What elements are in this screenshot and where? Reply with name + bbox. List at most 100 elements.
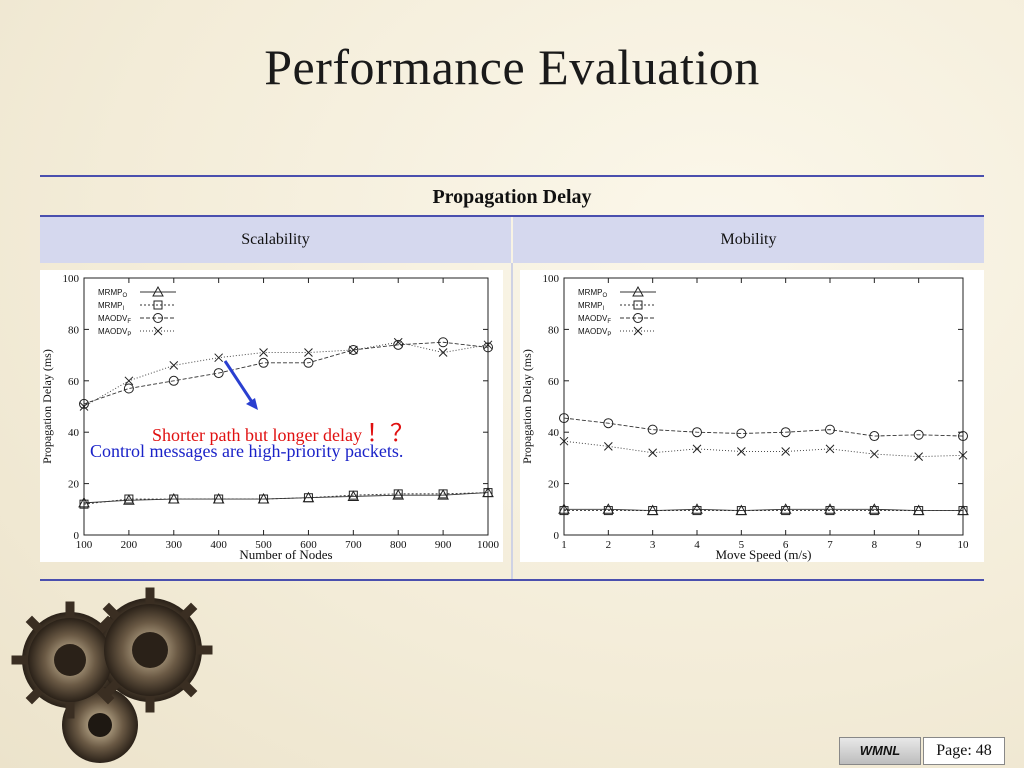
x-tick-label: 10	[958, 539, 970, 551]
data-point	[736, 447, 746, 456]
data-point	[779, 503, 792, 514]
series-maodv-p	[79, 337, 493, 411]
legend-label: MRMPO	[578, 288, 607, 299]
data-point	[558, 503, 570, 514]
plot-background-right	[520, 270, 984, 562]
series-mrmp-i	[79, 488, 493, 509]
data-point	[958, 506, 968, 516]
y-tick-label: 80	[68, 324, 80, 336]
legend-marker	[153, 313, 163, 323]
data-point	[559, 506, 569, 516]
y-axis-label: Propagation Delay (ms)	[40, 349, 54, 464]
plot-frame	[83, 277, 489, 536]
data-point	[393, 489, 403, 499]
series-mrmp-i	[559, 506, 968, 516]
data-point	[913, 429, 924, 440]
y-axis-label: Propagation Delay (ms)	[520, 349, 534, 464]
legend-label: MAODVP	[98, 327, 131, 338]
data-point	[348, 344, 359, 355]
data-point	[79, 398, 89, 409]
series-mrmp-o	[558, 503, 969, 516]
data-point	[347, 490, 360, 501]
y-tick-label: 0	[554, 530, 560, 542]
y-tick-label: 60	[68, 376, 80, 388]
data-point	[602, 503, 615, 514]
page-number: Page: 48	[923, 737, 1005, 765]
x-tick-label: 1000	[477, 539, 500, 551]
x-tick-label: 5	[739, 539, 745, 551]
data-point	[393, 337, 403, 347]
slide-title: Performance Evaluation	[264, 39, 760, 95]
series-mrmp-o	[78, 486, 494, 508]
data-point	[559, 436, 569, 446]
x-tick-label: 9	[916, 539, 922, 551]
data-point	[483, 488, 493, 498]
series-line	[563, 440, 964, 458]
data-point	[958, 450, 968, 460]
y-tick-label: 40	[548, 427, 560, 439]
data-point	[868, 503, 881, 514]
legend-label: MAODVP	[578, 327, 611, 338]
legend-marker	[633, 313, 643, 323]
legend-marker	[153, 300, 163, 310]
data-point	[348, 345, 358, 355]
data-point	[692, 444, 702, 454]
col-header-mobility: Mobility	[513, 217, 984, 263]
series-line	[83, 341, 489, 405]
legend-label: MRMPI	[578, 301, 604, 312]
data-point	[869, 431, 880, 442]
x-tick-label: 800	[390, 539, 407, 551]
data-point	[914, 506, 924, 516]
x-tick-label: 400	[210, 539, 227, 551]
data-point	[303, 493, 313, 503]
x-tick-label: 6	[783, 539, 789, 551]
data-point	[169, 361, 179, 370]
plot-frame	[563, 277, 964, 536]
data-point	[825, 424, 835, 435]
data-point	[825, 506, 835, 516]
data-point	[437, 489, 449, 500]
x-tick-label: 1	[561, 539, 567, 551]
x-tick-label: 500	[255, 539, 272, 551]
annotation-control-messages: Control messages are high-priority packe…	[90, 441, 404, 461]
data-point	[736, 428, 747, 439]
y-tick-label: 20	[68, 479, 80, 491]
series-line	[563, 417, 964, 437]
data-point	[304, 348, 313, 357]
annotation-arrow-icon	[223, 360, 258, 410]
data-point	[483, 342, 493, 353]
data-point	[559, 413, 569, 424]
data-point	[781, 506, 791, 516]
data-point	[648, 506, 658, 516]
top-rule	[40, 175, 984, 177]
data-point	[824, 503, 836, 514]
data-point	[914, 452, 924, 461]
data-point	[438, 337, 449, 348]
legend-label: MAODVF	[578, 314, 611, 325]
series-maodv-f	[559, 413, 968, 442]
data-point	[258, 357, 269, 368]
table-header: Propagation Delay	[432, 186, 592, 208]
data-point	[259, 494, 269, 504]
results-table: Propagation Delay Scalability Mobility	[40, 175, 984, 581]
data-point	[691, 503, 703, 514]
data-point	[259, 348, 268, 357]
data-point	[648, 448, 658, 458]
data-point	[124, 376, 134, 386]
footer-logo: WMNL	[839, 737, 921, 765]
y-tick-label: 60	[548, 376, 560, 388]
x-tick-label: 2	[606, 539, 612, 551]
data-point	[603, 418, 614, 429]
data-point	[958, 431, 968, 442]
x-axis-label: Move Speed (m/s)	[715, 547, 811, 562]
y-tick-label: 100	[63, 273, 80, 285]
column-divider	[511, 263, 513, 581]
chart-scalability: 0 20 40 60 80 100 100 200 300 400 500 600 700 800 900 1…	[40, 273, 500, 562]
data-point	[168, 375, 179, 386]
data-point	[392, 489, 405, 500]
data-point	[393, 339, 404, 350]
data-point	[303, 357, 314, 368]
chart-mobility: 0 20 40 60 80 100 1 2 3 4 5 6 7 8 9 10 Move Speed (m/s) P…	[520, 273, 969, 562]
series-maodv-f	[79, 337, 493, 409]
